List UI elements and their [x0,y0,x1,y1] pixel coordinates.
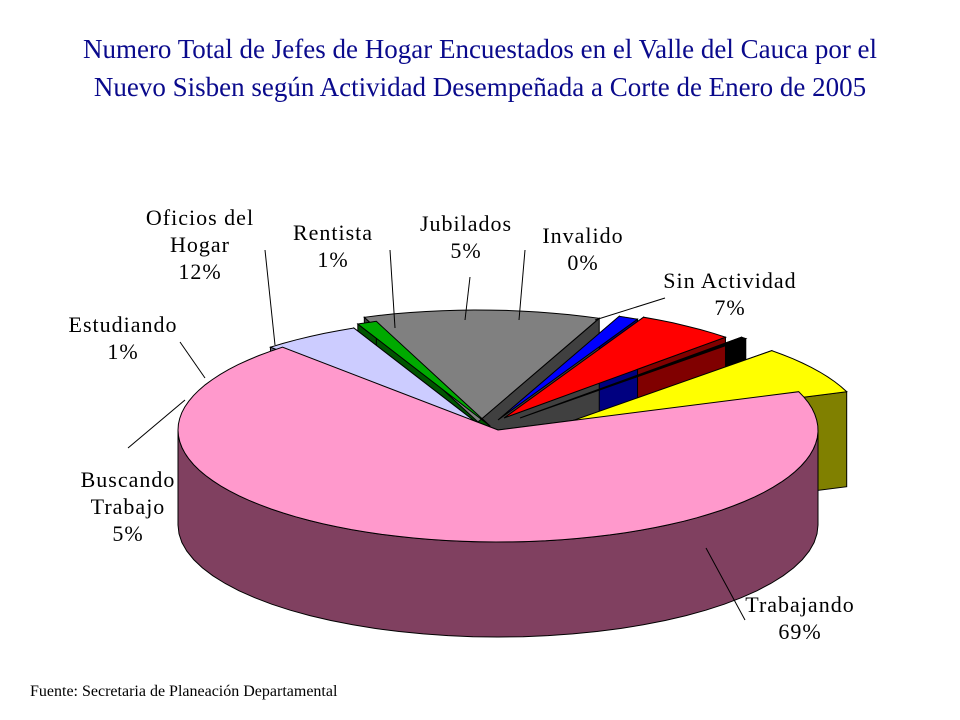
slice-label: Buscando [81,467,176,492]
leader-line [464,276,471,321]
pie-slice-tops [177,309,848,543]
slice-label: Jubilados [420,211,512,236]
slice-label: Rentista [293,220,373,245]
slice-percent-label: 12% [178,259,221,284]
slice-percent-label: 1% [107,339,138,364]
chart-title: Numero Total de Jefes de Hogar Encuestad… [0,30,960,106]
pie-slice [545,350,848,431]
pie-slice [177,346,819,543]
leader-line [389,249,396,329]
slice-label: Hogar [170,232,230,257]
slice-percent-label: 7% [714,295,745,320]
leader-line [705,547,746,621]
slice-label: Estudiando [69,312,178,337]
source-note: Fuente: Secretaria de Planeación Departa… [30,683,338,700]
pie-slice [503,316,728,419]
leader-line [264,249,276,346]
slice-percent-label: 69% [778,619,821,644]
pie-slice [519,336,748,419]
slice-percent-label: 5% [450,238,481,263]
pie-slice [497,315,639,421]
slice-percent-label: 0% [567,250,598,275]
slice-label: Trabajando [745,592,854,617]
pie-labels: Trabajando69%BuscandoTrabajo5%Estudiando… [69,205,854,644]
slice-percent-label: 1% [317,247,348,272]
slice-label: Invalido [542,223,623,248]
chart-title-line-1: Numero Total de Jefes de Hogar Encuestad… [82,34,878,64]
pie-slice [356,320,491,427]
leader-line [518,249,526,321]
leader-line [179,341,206,379]
slice-label: Trabajo [91,494,166,519]
leader-line [127,399,186,449]
slice-label: Sin Actividad [663,268,796,293]
pie-slice [363,309,601,423]
chart-title-line-2: Nuevo Sisben según Actividad Desempeñada… [93,72,867,102]
slice-label: Oficios del [146,205,254,230]
leader-line [594,297,666,321]
slice-percent-label: 5% [112,521,143,546]
